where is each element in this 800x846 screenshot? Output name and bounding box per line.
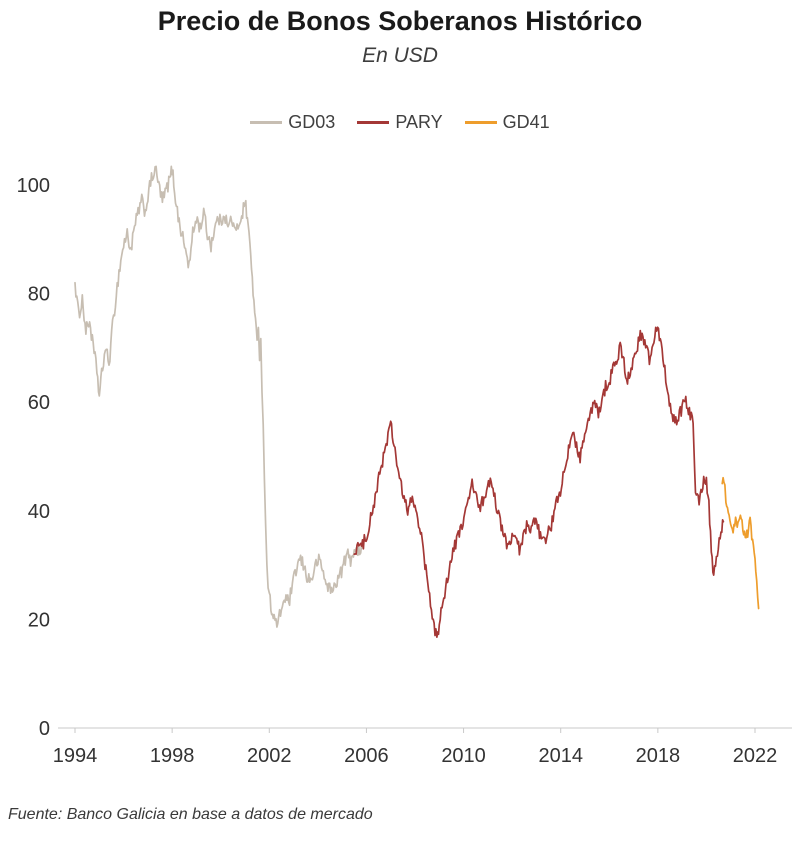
y-axis-tick-label: 60: [28, 392, 50, 414]
legend-item-pary: PARY: [357, 112, 443, 133]
chart-subtitle: En USD: [362, 44, 438, 67]
legend-label-pary: PARY: [395, 112, 443, 132]
legend-line-swatch-gd03: [250, 121, 283, 124]
x-axis-tick-label: 2018: [636, 745, 681, 767]
x-axis-tick-label: 2010: [441, 745, 486, 767]
x-axis-tick-label: 2022: [733, 745, 778, 767]
x-axis-tick-label: 1994: [53, 745, 98, 767]
x-axis-tick-label: 2002: [247, 745, 292, 767]
series-line-pary: [353, 326, 725, 638]
y-axis-tick-label: 80: [28, 284, 50, 306]
y-axis-tick-label: 20: [28, 609, 50, 631]
line-chart-plot-area: 1994 1998 2002 2006 2010 2014 2018 2022 0 20 40 60 8…: [17, 165, 792, 767]
y-axis-tick-label: 40: [28, 501, 50, 523]
legend-label-gd03: GD03: [288, 112, 336, 132]
legend-line-swatch-gd41: [464, 121, 497, 124]
y-axis-tick-label: 100: [17, 175, 50, 197]
legend-item-gd41: GD41: [464, 112, 550, 133]
y-axis-tick-label: 0: [39, 718, 50, 740]
x-axis-tick-label: 1998: [150, 745, 195, 767]
chart-title: Precio de Bonos Soberanos Histórico: [157, 6, 643, 36]
chart-legend: GD03 PARY GD41: [0, 112, 800, 133]
legend-item-gd03: GD03: [250, 112, 335, 133]
series-line-gd03: [74, 165, 367, 628]
legend-label-gd41: GD41: [502, 112, 550, 132]
source-note: Fuente: Banco Galicia en base a datos de…: [8, 806, 373, 823]
legend-line-swatch-pary: [357, 121, 390, 124]
series-line-gd41: [721, 476, 760, 610]
x-axis-tick-label: 2006: [344, 745, 389, 767]
x-axis-tick-label: 2014: [538, 745, 583, 767]
